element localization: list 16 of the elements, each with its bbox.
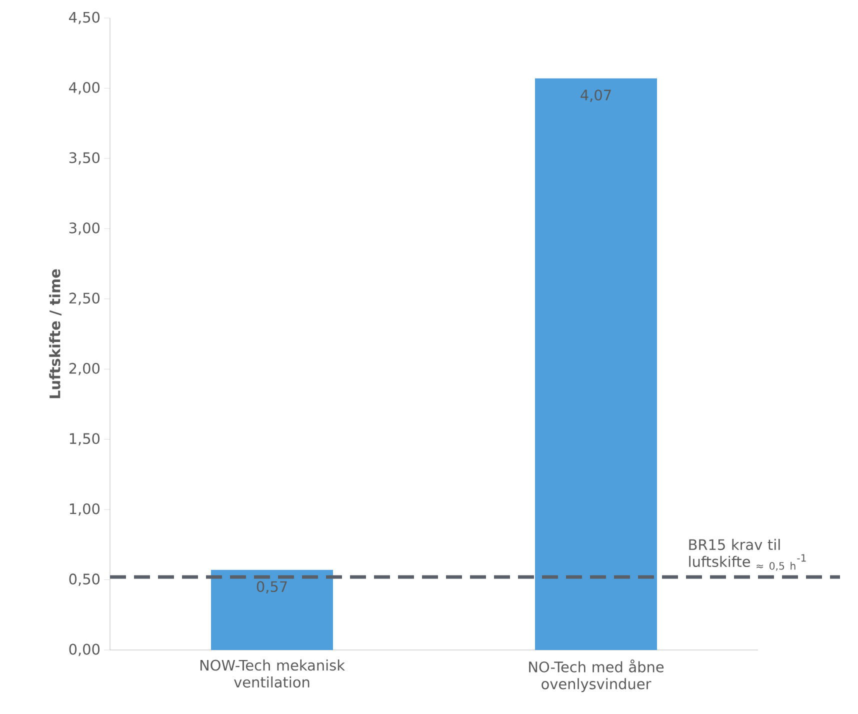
x-tick-label: NOW-Tech mekanisk ventilation: [200, 659, 345, 688]
y-tick-label: 0,50: [69, 574, 100, 586]
y-tick-label: 0,00: [69, 644, 100, 656]
y-tick-label: 1,50: [70, 433, 100, 446]
data-label: 4,07: [580, 90, 611, 102]
y-tick-label: 1,00: [70, 503, 100, 516]
ref-line-label: BR15 krav til luftskifte $_{≈ 0,5 h}$-1: [689, 538, 806, 571]
y-tick-label: 4,00: [69, 82, 100, 94]
data-label: 0,57: [256, 581, 287, 594]
y-tick-label: 3,00: [69, 222, 100, 235]
y-tick-label: 3,50: [69, 152, 100, 165]
x-tick-label: NO-Tech med åbne ovenlysvinduer: [529, 660, 664, 692]
y-tick-label: 4,50: [69, 12, 100, 24]
y-tick-label: 2,00: [69, 362, 100, 376]
y-tick-label: 2,50: [69, 292, 100, 306]
y-axis-title: Luftskifte / time: [49, 269, 62, 398]
